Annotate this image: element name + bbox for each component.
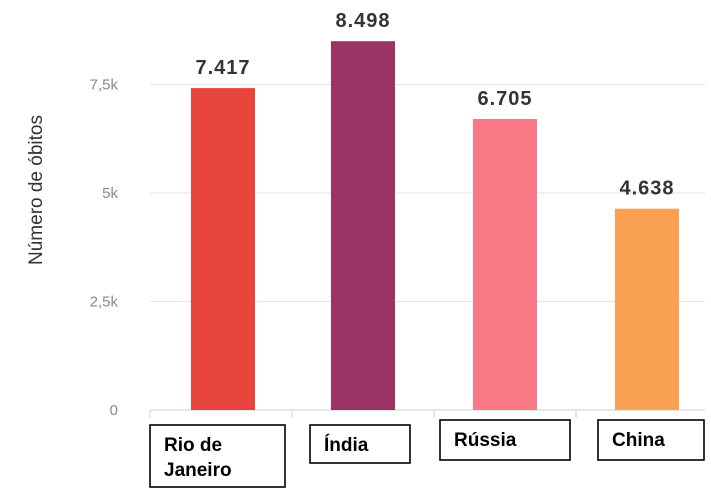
y-tick-label-3: 7,5k — [90, 77, 119, 94]
category-text-1-0: Índia — [324, 434, 369, 456]
x-axis-ticks — [149, 410, 577, 418]
value-label-3: 4.638 — [619, 178, 674, 200]
category-box-2 — [439, 419, 571, 461]
y-axis-label: Número de óbitos — [26, 115, 47, 265]
category-labels: Rio de Janeiro Índia Rússia China — [149, 419, 705, 488]
value-label-0: 7.417 — [195, 57, 250, 79]
bar-1 — [331, 41, 395, 410]
bar-3 — [615, 208, 679, 410]
category-label-0: Rio de Janeiro — [149, 424, 286, 488]
category-label-3: China — [597, 419, 705, 461]
category-text-0-1: Janeiro — [164, 460, 232, 481]
category-text-3-0: China — [612, 430, 665, 451]
value-labels: 7.417 8.498 6.705 4.638 — [195, 10, 674, 200]
y-tick-label-2: 5k — [102, 185, 118, 202]
y-tick-labels: 0 2,5k 5k 7,5k — [90, 77, 119, 420]
category-text-0-0: Rio de — [164, 435, 222, 456]
value-label-1: 8.498 — [335, 10, 390, 32]
y-tick-label-1: 2,5k — [90, 294, 119, 311]
value-label-2: 6.705 — [477, 88, 532, 110]
bars — [191, 41, 679, 411]
bar-2 — [473, 119, 537, 411]
y-tick-label-0: 0 — [110, 402, 118, 419]
category-label-1: Índia — [309, 424, 411, 464]
category-text-2-0: Rússia — [454, 430, 517, 451]
category-box-1 — [309, 424, 411, 464]
category-label-2: Rússia — [439, 419, 571, 461]
category-box-0 — [149, 424, 286, 488]
bar-0 — [191, 88, 255, 410]
category-box-3 — [597, 419, 705, 461]
